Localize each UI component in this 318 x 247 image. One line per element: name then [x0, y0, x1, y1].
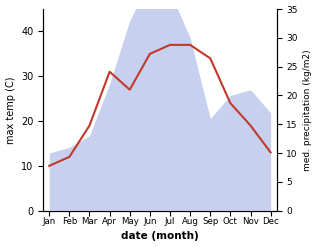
X-axis label: date (month): date (month) [121, 231, 199, 242]
Y-axis label: med. precipitation (kg/m2): med. precipitation (kg/m2) [303, 49, 313, 171]
Y-axis label: max temp (C): max temp (C) [5, 76, 16, 144]
